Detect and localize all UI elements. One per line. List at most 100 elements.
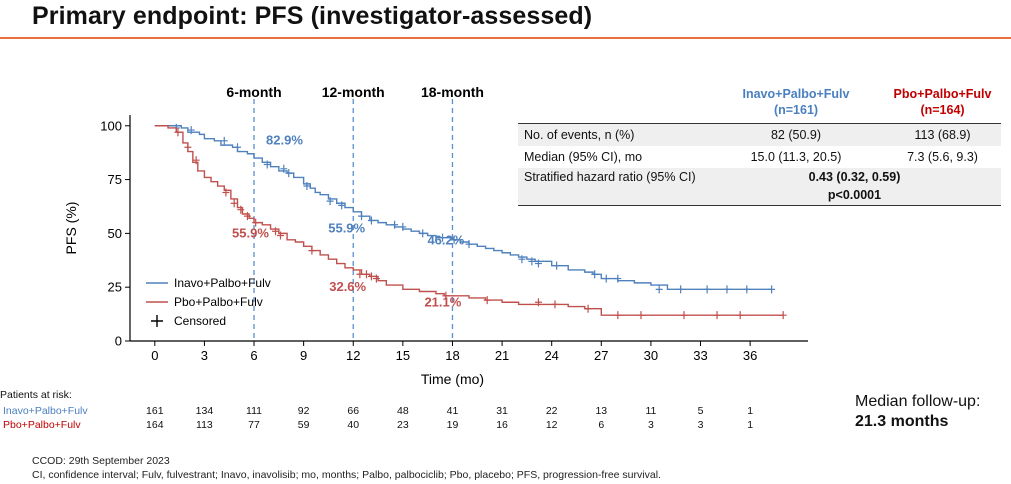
risk-count: 164 [146,419,164,431]
censor-mark [528,257,536,266]
censor-mark [367,272,375,281]
censor-mark [184,143,192,152]
events-pbo: 113 (68.9) [914,128,971,142]
censor-mark [680,311,688,320]
censor-mark [677,285,685,294]
censor-mark [602,274,610,283]
median-pbo: 7.3 (5.6, 9.3) [907,150,978,164]
risk-count: 111 [246,405,262,417]
x-tick-label: 21 [495,348,509,363]
annotation-label: 46.2% [427,233,464,248]
censor-mark [338,201,346,210]
censor-mark [450,235,458,244]
col-header-pbo: Pbo+Palbo+Fulv (n=164) [880,86,1005,122]
col-header-pbo-name: Pbo+Palbo+Fulv [893,87,992,101]
censor-mark [222,188,230,197]
censor-mark [584,304,592,313]
table-bottom-rule [518,205,1001,206]
legend-label: Censored [174,314,226,328]
censor-mark [280,164,288,173]
x-tick-label: 12 [346,348,360,363]
x-tick-label: 9 [300,348,307,363]
risk-count: 31 [496,405,508,417]
risk-count: 3 [647,419,654,431]
x-tick-label: 36 [743,348,757,363]
x-tick-label: 6 [250,348,257,363]
page-title: Primary endpoint: PFS (investigator-asse… [32,2,593,30]
events-label: No. of events, n (%) [524,128,635,142]
risk-count: 92 [297,405,310,417]
risk-count: 22 [545,405,558,417]
risk-table-title: Patients at risk: [0,389,72,401]
risk-label-pbo: Pbo+Palbo+Fulv [3,419,81,431]
annotation-label: 32.6% [329,279,366,294]
risk-label-inavo: Inavo+Palbo+Fulv [3,405,88,417]
censor-mark [252,218,260,227]
title-divider [0,37,1011,39]
col-header-inavo: Inavo+Palbo+Fulv (n=161) [708,86,884,122]
y-tick-label: 0 [115,334,122,349]
risk-count: 19 [446,419,459,431]
risk-count: 23 [397,419,409,431]
median-label: Median (95% CI), mo [524,150,643,164]
censor-mark [174,128,182,137]
y-tick-label: 25 [108,280,122,295]
censor-mark [272,227,280,236]
events-inavo: 82 (50.9) [770,128,822,142]
censor-mark [768,285,776,294]
table-top-rule [518,123,1001,124]
risk-count: 12 [545,419,558,431]
follow-up-value: 21.3 months [855,413,949,430]
censor-mark [237,205,245,214]
km-curve-inavo [154,125,772,291]
censor-mark [391,220,399,229]
censor-mark [276,231,284,240]
legend-label: Inavo+Palbo+Fulv [174,276,271,290]
censor-mark [534,298,542,307]
x-tick-label: 27 [594,348,608,363]
censor-mark [713,311,721,320]
censor-mark [233,143,241,152]
follow-up: Median follow-up: 21.3 months [855,392,980,432]
censor-mark [263,160,271,169]
reference-line-label: 12-month [322,84,385,100]
censor-mark [736,311,744,320]
censor-mark [308,246,316,255]
censor-mark [285,169,293,178]
x-tick-label: 33 [693,348,707,363]
censor-mark [465,240,473,249]
censor-mark [439,233,447,242]
x-tick-label: 18 [445,348,459,363]
censor-mark [551,300,559,309]
censor-mark [743,285,751,294]
hr-label: Stratified hazard ratio (95% CI) [524,170,696,184]
hr-value: 0.43 (0.32, 0.59) [808,170,901,184]
p-value: p<0.0001 [827,188,882,202]
censor-mark [614,274,622,283]
censor-mark [303,182,311,191]
x-tick-label: 0 [151,348,158,363]
risk-count: 6 [598,419,605,431]
censor-mark [614,311,622,320]
col-header-inavo-name: Inavo+Palbo+Fulv [742,87,850,101]
risk-count: 59 [297,419,310,431]
risk-count: 13 [595,405,608,417]
risk-count: 134 [195,405,214,417]
risk-count: 48 [397,405,409,417]
legend-censor-icon [151,315,163,327]
annotation-label: 55.9% [232,226,269,241]
censor-mark [518,255,526,264]
risk-count: 113 [196,419,213,431]
censor-mark [187,126,195,135]
col-header-pbo-n: (n=164) [920,103,965,117]
censor-mark [723,285,731,294]
footnote-abbreviations: CI, confidence interval; Fulv, fulvestra… [32,469,661,481]
risk-count: 1 [747,405,754,417]
y-tick-label: 100 [100,118,122,133]
censor-mark [703,285,711,294]
annotation-label: 55.9% [328,221,365,236]
risk-count: 5 [697,405,704,417]
table-row-hr: Stratified hazard ratio (95% CI) 0.43 (0… [518,168,1001,205]
censor-mark [483,296,491,305]
